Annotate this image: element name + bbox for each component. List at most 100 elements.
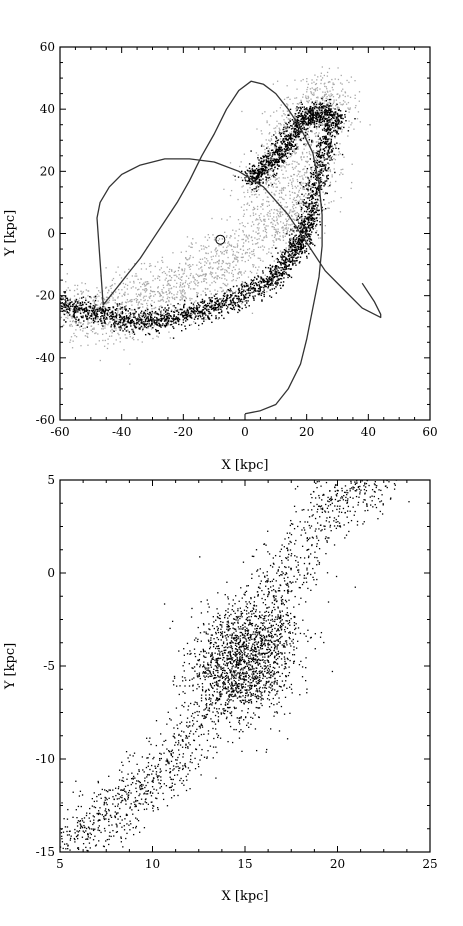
halo-particle [261, 203, 263, 205]
halo-particle [265, 183, 267, 185]
halo-particle [294, 97, 296, 99]
core-particle [338, 127, 341, 129]
halo-particle [218, 238, 221, 240]
halo-particle [111, 295, 113, 297]
core-particle [315, 161, 318, 164]
halo-particle [322, 97, 324, 99]
halo-particle [304, 172, 306, 174]
core-particle [325, 146, 328, 148]
halo-particle [125, 309, 128, 311]
halo-particle [257, 158, 259, 160]
halo-particle [216, 278, 218, 280]
halo-particle [307, 101, 309, 104]
core-particle [323, 150, 326, 152]
halo-particle [298, 163, 300, 165]
core-particle [104, 318, 107, 320]
halo-particle [247, 248, 249, 251]
core-particle [73, 309, 75, 312]
core-particle [227, 304, 230, 306]
halo-particle [242, 249, 245, 251]
core-particle [144, 309, 147, 312]
core-particle [221, 314, 223, 317]
core-particle [155, 319, 157, 321]
core-particle [326, 129, 329, 131]
core-particle [222, 297, 225, 300]
core-particle [243, 285, 246, 288]
core-particle [280, 269, 282, 271]
core-particle [120, 307, 123, 309]
halo-particle [296, 103, 299, 105]
core-particle [90, 318, 93, 320]
core-particle [323, 164, 325, 166]
halo-particle [37, 303, 38, 304]
core-particle [284, 263, 287, 266]
core-particle [116, 305, 119, 307]
core-particle [197, 315, 200, 317]
halo-particle [293, 151, 295, 154]
halo-particle [244, 225, 246, 228]
core-particle [203, 318, 205, 320]
halo-particle [333, 162, 336, 164]
halo-particle [337, 106, 339, 108]
halo-particle [303, 148, 305, 150]
halo-particle [242, 245, 244, 248]
halo-particle [294, 199, 296, 202]
core-particle [326, 175, 328, 177]
core-particle [217, 306, 220, 308]
halo-particle [64, 296, 67, 299]
halo-particle [236, 243, 239, 245]
core-particle [303, 222, 305, 224]
core-particle [317, 185, 320, 188]
core-particle [123, 316, 125, 318]
core-particle [318, 209, 320, 211]
core-particle [118, 316, 121, 319]
core-particle [197, 302, 199, 304]
halo-particle [326, 90, 329, 92]
halo-particle [185, 262, 187, 264]
halo-particle [280, 141, 283, 144]
halo-particle [235, 256, 237, 258]
halo-particle [227, 245, 229, 247]
core-particle [297, 241, 299, 243]
halo-particle [247, 259, 250, 261]
core-particle [135, 323, 138, 325]
halo-particle [252, 266, 255, 268]
halo-particle [167, 308, 169, 310]
core-particle [304, 220, 306, 222]
core-particle [227, 289, 230, 291]
core-particle [192, 310, 195, 312]
core-particle [310, 195, 312, 197]
core-particle [318, 142, 320, 145]
halo-particle [259, 170, 262, 172]
halo-particle [313, 202, 315, 204]
halo-particle [177, 270, 180, 272]
core-particle [313, 183, 315, 185]
core-particle [55, 298, 56, 299]
halo-particle [95, 297, 97, 300]
halo-particle [134, 325, 137, 327]
core-particle [301, 215, 303, 218]
core-particle [64, 295, 67, 298]
core-particle [296, 237, 298, 239]
core-particle [114, 325, 116, 327]
halo-particle [277, 210, 279, 213]
halo-particle [73, 295, 76, 297]
halo-particle [305, 97, 308, 100]
core-particle [60, 298, 62, 300]
core-particle [314, 178, 317, 180]
halo-particle [234, 258, 236, 260]
core-particle [293, 256, 295, 258]
halo-particle [302, 178, 304, 181]
core-particle [118, 314, 121, 316]
core-particle [223, 295, 226, 298]
core-particle [96, 315, 98, 317]
core-particle [149, 316, 152, 319]
core-particle [200, 310, 203, 313]
halo-particle [136, 295, 139, 298]
core-particle [174, 318, 177, 321]
halo-particle [284, 125, 287, 128]
halo-particle [78, 297, 81, 299]
halo-particle [185, 257, 187, 260]
core-particle [108, 308, 111, 311]
halo-particle [74, 321, 76, 323]
